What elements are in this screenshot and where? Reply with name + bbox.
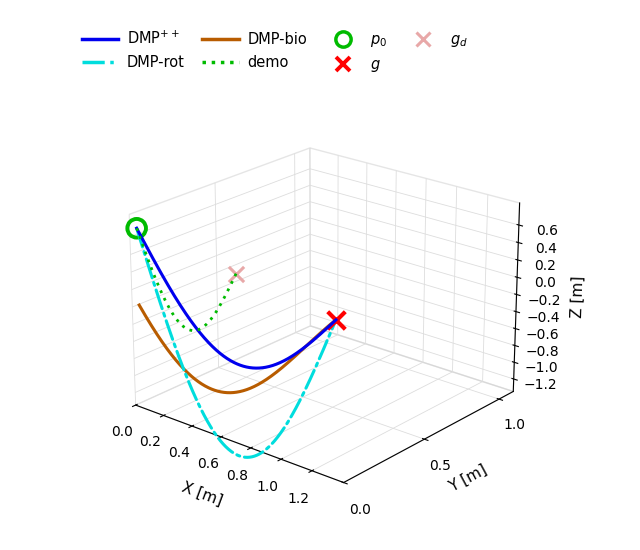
Legend: DMP$^{++}$, DMP-rot, DMP-bio, demo, $p_0$, $g$, $g_d$: DMP$^{++}$, DMP-rot, DMP-bio, demo, $p_0… [82,30,468,74]
X-axis label: X [m]: X [m] [179,480,224,509]
Y-axis label: Y [m]: Y [m] [446,463,490,495]
